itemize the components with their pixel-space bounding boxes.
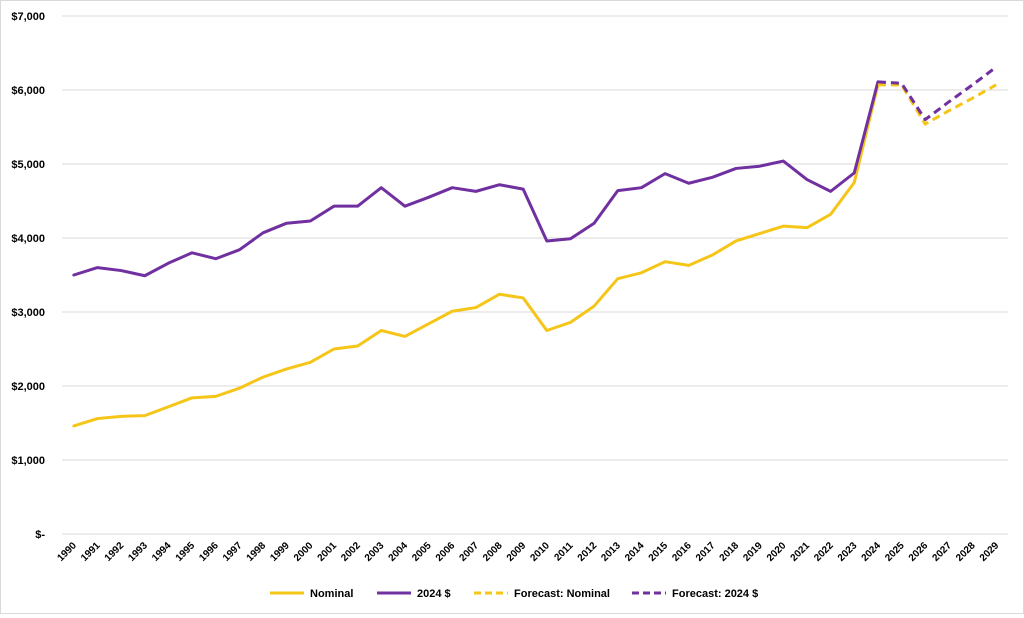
x-tick-label: 1993 [126,540,150,564]
x-tick-label: 2023 [836,540,860,564]
x-tick-label: 2025 [883,540,907,564]
x-tick-label: 2006 [434,540,458,564]
y-tick-label: $2,000 [11,381,45,393]
x-tick-label: 2008 [481,540,505,564]
y-tick-label: $6,000 [11,85,45,97]
x-tick-label: 2018 [718,540,742,564]
y-tick-label: $1,000 [11,455,45,467]
x-tick-label: 1991 [79,540,103,564]
x-tick-label: 2003 [363,540,387,564]
x-tick-label: 1999 [268,540,292,564]
x-tick-label: 2029 [978,540,1002,564]
x-tick-label: 2000 [292,540,316,564]
x-tick-label: 2015 [647,540,671,564]
x-tick-label: 2020 [765,540,789,564]
x-tick-label: 2024 [860,540,884,564]
x-tick-label: 1990 [55,540,79,564]
x-tick-label: 2027 [930,540,954,564]
x-tick-label: 2005 [410,540,434,564]
y-axis-ticks: $- $1,000 $2,000 $3,000 $4,000 $5,000 $6,000 $7… [11,11,45,541]
legend: Nominal 2024 $ Forecast: Nominal Forecast: … [270,588,758,600]
x-tick-label: 1994 [150,540,174,564]
series-lines [72,65,998,428]
series-line [72,80,880,278]
x-tick-label: 2013 [599,540,623,564]
x-tick-label: 2022 [812,540,836,564]
x-axis-ticks: 1990 1991 1992 1993 1994 1995 1996 1997 1998 1999… [55,540,1001,564]
x-tick-label: 1992 [103,540,127,564]
x-tick-label: 2010 [528,540,552,564]
legend-label: 2024 $ [417,588,451,600]
series-line [877,83,997,126]
x-tick-label: 1996 [197,540,221,564]
x-tick-label: 2002 [339,540,363,564]
y-tick-label: $5,000 [11,159,45,171]
legend-label: Forecast: Nominal [514,588,610,600]
x-tick-label: 2019 [741,540,765,564]
x-tick-label: 1998 [245,540,269,564]
series-line [72,83,880,428]
x-tick-label: 2021 [789,540,813,564]
gridlines [62,15,1008,535]
x-tick-label: 2004 [387,540,411,564]
x-tick-label: 2007 [457,540,481,564]
x-tick-label: 2011 [552,540,575,563]
x-tick-label: 1997 [221,540,245,564]
y-tick-label: $- [35,529,45,541]
legend-label: Forecast: 2024 $ [672,588,758,600]
series-2 [877,83,997,126]
x-tick-label: 2026 [907,540,931,564]
series-1 [72,80,880,278]
x-tick-label: 2028 [954,540,978,564]
x-tick-label: 2016 [670,540,694,564]
x-tick-label: 2017 [694,540,718,564]
x-tick-label: 2009 [505,540,529,564]
series-3 [877,65,998,122]
x-tick-label: 2014 [623,540,647,564]
legend-label: Nominal [310,588,353,600]
series-0 [72,83,880,428]
x-tick-label: 1995 [174,540,198,564]
x-tick-label: 2001 [316,540,340,564]
y-tick-label: $3,000 [11,307,45,319]
series-line [877,65,998,122]
y-tick-label: $4,000 [11,233,45,245]
y-tick-label: $7,000 [11,11,45,23]
x-tick-label: 2012 [576,540,600,564]
